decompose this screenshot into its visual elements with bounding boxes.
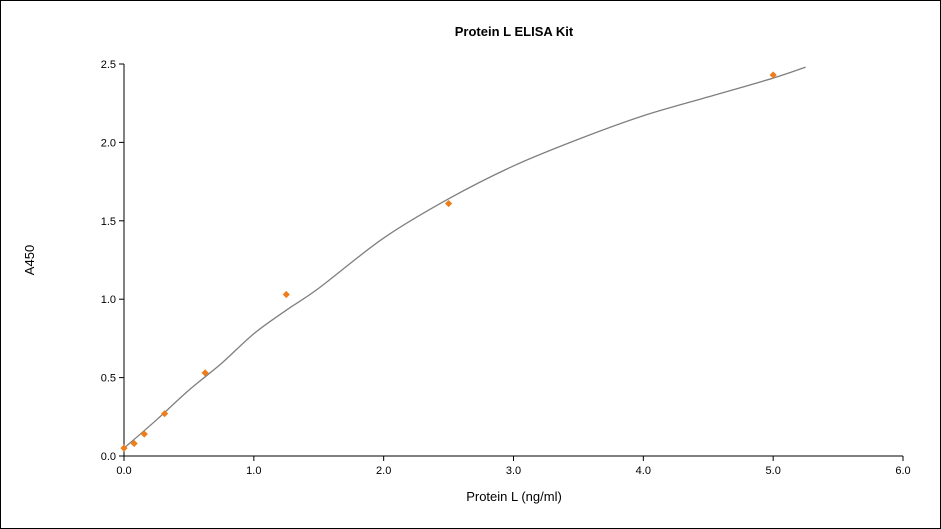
fit-curve	[123, 66, 806, 449]
data-point	[201, 369, 209, 377]
data-point	[282, 290, 290, 299]
x-tick-label: 5.0	[766, 465, 781, 477]
y-tick-label: 2.0	[101, 137, 116, 149]
x-tick-label: 3.0	[506, 465, 521, 477]
axes	[123, 64, 903, 457]
y-tick-label: 1.5	[101, 216, 116, 228]
y-tick-label: 2.5	[101, 59, 116, 71]
point-layer	[120, 71, 777, 452]
x-tick-label: 4.0	[636, 465, 651, 477]
chart-title: Protein L ELISA Kit	[455, 24, 574, 39]
data-point	[769, 71, 777, 79]
data-point	[140, 430, 148, 438]
y-axis-label: A450	[22, 245, 37, 275]
data-point	[120, 444, 128, 452]
data-point	[130, 439, 138, 448]
x-tick-label: 0.0	[116, 465, 131, 477]
x-tick-label: 2.0	[376, 465, 391, 477]
curve-layer	[123, 66, 806, 449]
x-tick-label: 6.0	[895, 465, 910, 477]
x-tick-label: 1.0	[246, 465, 261, 477]
y-tick-label: 0.0	[101, 451, 116, 463]
ticks: 0.0 1.0 2.0 3.0 4.0 5.0 6.0 0.0 0.5 1.0 1.5 2.0 2.5	[101, 59, 911, 477]
data-point	[444, 199, 453, 208]
data-point	[161, 410, 169, 418]
y-tick-label: 1.0	[101, 294, 116, 306]
y-tick-label: 0.5	[101, 373, 116, 385]
x-axis-label: Protein L (ng/ml)	[466, 489, 562, 504]
